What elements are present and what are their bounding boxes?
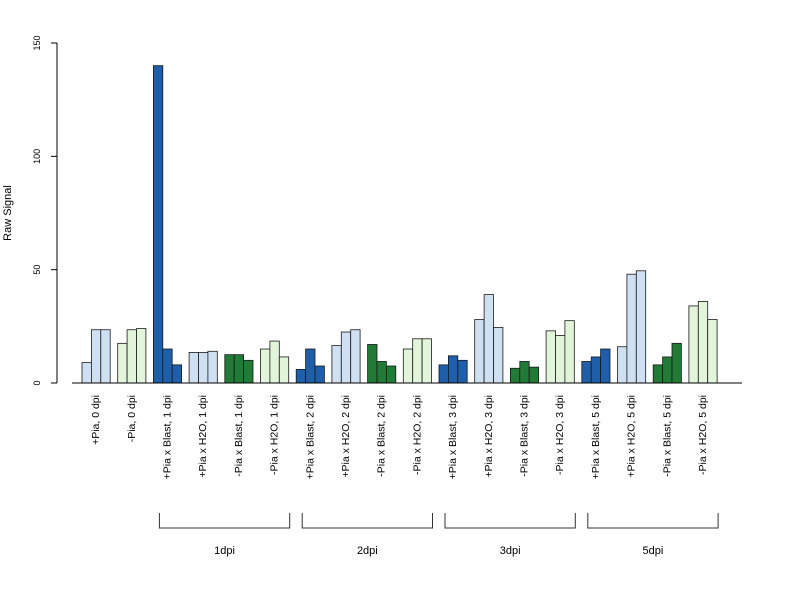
bar [635,270,647,384]
bar [233,354,244,384]
group-brackets: 1dpi 2dpi 3dpi 5dpi [158,513,719,557]
x-tick-label: -Pia x Blast, 2 dpi [376,395,388,477]
bar [493,327,504,384]
bar [590,356,602,384]
bar [100,329,111,384]
bar [626,273,637,384]
x-tick-labels: +Pia, 0 dpi -Pia, 0 dpi +Pia x Blast, 1 dp… [90,395,709,479]
bar [152,65,164,384]
x-tick-label: +Pia x H2O, 2 dpi [340,395,352,478]
group-bracket [301,513,433,529]
x-tick-label: +Pia x H2O, 5 dpi [626,395,638,478]
bar [564,320,575,384]
bar [457,359,468,384]
x-tick-label: +Pia x Blast, 2 dpi [304,395,316,479]
bar [402,348,414,384]
group-label: 5dpi [643,545,664,557]
bar [671,342,682,384]
bar [447,355,459,384]
x-tick-label: +Pia x Blast, 3 dpi [447,395,459,479]
bar [91,329,102,384]
bar [295,368,307,384]
x-tick-label: -Pia x Blast, 3 dpi [519,395,531,477]
group-label: 1dpi [214,545,235,557]
x-tick-label: +Pia x H2O, 1 dpi [197,395,209,478]
group-bracket [444,513,576,529]
bar [376,361,387,384]
bar [81,362,92,384]
bar [162,348,173,384]
bar [438,364,449,384]
bar [528,366,540,384]
x-tick-label: -Pia x Blast, 5 dpi [661,395,673,477]
x-tick-label: +Pia x H2O, 3 dpi [483,395,495,478]
bar [350,329,361,384]
bar [188,351,199,384]
bars [81,65,718,384]
bar [545,330,556,384]
bar [367,344,378,384]
group-label: 2dpi [357,545,378,557]
bar [707,319,718,384]
bar [331,345,342,384]
bar [412,338,423,384]
bar [243,359,254,384]
y-tick-label: 50 [32,265,42,275]
bar [421,338,432,384]
bar [207,350,218,384]
bar [305,348,316,384]
x-tick-label: +Pia x Blast, 5 dpi [590,395,602,479]
bar [519,361,530,384]
y-tick-label: 100 [32,149,42,164]
y-axis-label: Raw Signal [2,185,14,241]
x-tick-label: -Pia x H2O, 2 dpi [411,395,423,475]
x-tick-label: -Pia x H2O, 1 dpi [269,395,281,475]
bar [662,356,673,384]
bar [171,364,182,384]
bar [126,329,137,384]
bar [385,365,397,384]
bar [474,319,485,384]
bar [117,342,128,384]
x-tick-label: -Pia x Blast, 1 dpi [233,395,245,477]
bar [198,351,209,384]
bar [340,331,352,384]
group-label: 3dpi [500,545,521,557]
bar [652,364,664,384]
bar [600,348,611,384]
bar [260,348,271,384]
x-tick-label: -Pia x H2O, 5 dpi [697,395,709,475]
bar [688,305,699,384]
group-bracket [158,513,291,529]
y-axis: 0 50 100 150 [32,35,58,386]
bar [314,365,325,384]
bar [269,340,280,384]
bar [509,367,521,384]
bar [278,356,290,384]
bar [224,354,235,384]
x-tick-label: +Pia x Blast, 1 dpi [162,395,174,479]
x-tick-label: -Pia x H2O, 3 dpi [554,395,566,475]
bar [697,300,709,384]
y-tick-label: 0 [32,380,42,385]
y-tick-label: 150 [32,35,42,50]
bar [483,294,494,384]
x-tick-label: -Pia, 0 dpi [126,395,138,442]
bar [581,361,592,384]
bar [136,328,147,384]
group-bracket [587,513,719,529]
bar [555,334,566,384]
bar [617,346,628,384]
x-tick-label: +Pia, 0 dpi [90,395,102,445]
